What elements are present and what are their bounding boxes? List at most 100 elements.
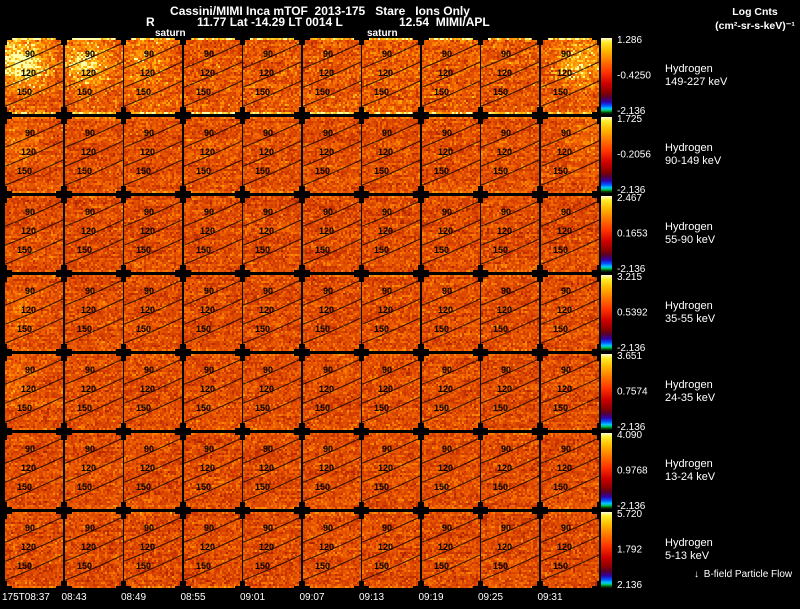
heatmap-panel-r2-c9: 90 120 150 <box>481 117 539 193</box>
heatmap-panel-r3-c6: 90 120 150 <box>302 196 361 272</box>
heatmap-canvas <box>243 275 301 351</box>
heatmap-panel-r3-c7: 90 120 150 <box>362 196 420 272</box>
species-name: Hydrogen <box>665 221 713 233</box>
colorbar <box>601 196 612 272</box>
heatmap-canvas <box>183 38 242 114</box>
heatmap-panel-r2-c5: 90 120 150 <box>243 117 301 193</box>
heatmap-canvas <box>362 117 420 193</box>
heatmap-panel-r5-c3: 90 120 150 <box>124 354 182 430</box>
heatmap-canvas <box>362 512 420 588</box>
heatmap-canvas <box>481 433 539 509</box>
heatmap-panel-r1-c9: 90 120 150 <box>481 38 539 114</box>
colorbar-label-mid: 1.792 <box>617 544 643 556</box>
heatmap-canvas <box>64 196 123 272</box>
heatmap-canvas <box>243 354 301 430</box>
heatmap-canvas <box>421 275 480 351</box>
heatmap-panel-r4-c10: 90 120 150 <box>540 275 599 351</box>
heatmap-panel-r2-c4: 90 120 150 <box>183 117 242 193</box>
colorbar-label-bot: -2.136 <box>617 264 646 275</box>
heatmap-panel-r7-c7: 90 120 150 <box>362 512 420 588</box>
species-label: Hydrogen 13-24 keV <box>665 433 715 509</box>
time-tick-3: 08:55 <box>180 592 206 603</box>
heatmap-panel-r6-c10: 90 120 150 <box>540 433 599 509</box>
heatmap-panel-r4-c8: 90 120 150 <box>421 275 480 351</box>
heatmap-canvas <box>302 354 361 430</box>
heatmap-panel-r3-c1: 90 120 150 <box>5 196 63 272</box>
heatmap-panel-r3-c5: 90 120 150 <box>243 196 301 272</box>
heatmap-panel-r7-c4: 90 120 150 <box>183 512 242 588</box>
heatmap-canvas <box>5 512 63 588</box>
heatmap-canvas <box>5 433 63 509</box>
heatmap-canvas <box>421 196 480 272</box>
species-label: Hydrogen 90-149 keV <box>665 117 721 193</box>
time-tick-9: 09:31 <box>537 592 563 603</box>
panel-strip: 90 120 150 90 120 150 90 120 150 90 120 150 90 120 150… <box>5 354 800 430</box>
heatmap-panel-r4-c9: 90 120 150 <box>481 275 539 351</box>
heatmap-canvas <box>302 117 361 193</box>
species-name: Hydrogen <box>665 458 713 470</box>
heatmap-canvas <box>481 275 539 351</box>
heatmap-canvas <box>124 512 182 588</box>
heatmap-canvas <box>302 38 361 114</box>
colorbar-label-top: 1.286 <box>617 35 643 46</box>
heatmap-canvas <box>540 275 599 351</box>
units-line1: Log Cnts <box>732 6 778 18</box>
heatmap-canvas <box>183 433 242 509</box>
heatmap-panel-r7-c3: 90 120 150 <box>124 512 182 588</box>
heatmap-panel-r1-c1: 90 120 150 <box>5 38 63 114</box>
heatmap-panel-r1-c8: 90 120 150 <box>421 38 480 114</box>
time-tick-7: 09:19 <box>418 592 444 603</box>
colorbar-units: Log Cnts (cm²-sr-s-keV)⁻¹ <box>710 5 800 33</box>
heatmap-canvas <box>362 354 420 430</box>
heatmap-canvas <box>481 354 539 430</box>
heatmap-panel-r3-c3: 90 120 150 <box>124 196 182 272</box>
heatmap-panel-r3-c2: 90 120 150 <box>64 196 123 272</box>
heatmap-canvas <box>481 196 539 272</box>
energy-range: 24-35 keV <box>665 392 716 404</box>
heatmap-canvas <box>362 38 420 114</box>
colorbar <box>601 354 612 430</box>
heatmap-panel-r1-c7: 90 120 150 <box>362 38 420 114</box>
heatmap-panel-r1-c6: 90 120 150 <box>302 38 361 114</box>
heatmap-canvas <box>64 38 123 114</box>
heatmap-panel-r2-c3: 90 120 150 <box>124 117 182 193</box>
heatmap-canvas <box>540 117 599 193</box>
time-tick-8: 09:25 <box>478 592 504 603</box>
heatmap-panel-r5-c5: 90 120 150 <box>243 354 301 430</box>
heatmap-panel-r5-c4: 90 120 150 <box>183 354 242 430</box>
units-line2: (cm²-sr-s-keV)⁻¹ <box>715 20 795 32</box>
heatmap-canvas <box>362 275 420 351</box>
heatmap-panel-r4-c7: 90 120 150 <box>362 275 420 351</box>
energy-row-3: 90 120 150 90 120 150 90 120 150 90 120 150 90 120 150… <box>5 193 800 275</box>
energy-range: 5-13 keV <box>665 550 710 562</box>
heatmap-canvas <box>481 117 539 193</box>
heatmap-canvas <box>64 512 123 588</box>
heatmap-canvas <box>124 117 182 193</box>
heatmap-panel-r1-c4: 90 120 150 <box>183 38 242 114</box>
heatmap-canvas <box>183 196 242 272</box>
time-tick-1: 08:43 <box>61 592 87 603</box>
colorbar-label-top: 4.090 <box>617 430 643 441</box>
colorbar <box>601 512 612 588</box>
species-label: Hydrogen 149-227 keV <box>665 38 727 114</box>
heatmap-panel-r2-c1: 90 120 150 <box>5 117 63 193</box>
heatmap-canvas <box>243 117 301 193</box>
down-arrow-icon: ↓ <box>694 569 699 580</box>
heatmap-panel-r6-c7: 90 120 150 <box>362 433 420 509</box>
heatmap-panel-r3-c4: 90 120 150 <box>183 196 242 272</box>
heatmap-canvas <box>540 196 599 272</box>
heatmap-canvas <box>362 433 420 509</box>
heatmap-panel-r2-c6: 90 120 150 <box>302 117 361 193</box>
species-label: Hydrogen 35-55 keV <box>665 275 715 351</box>
heatmap-panel-r7-c8: 90 120 150 <box>421 512 480 588</box>
energy-range: 55-90 keV <box>665 234 716 246</box>
heatmap-canvas <box>302 196 361 272</box>
heatmap-canvas <box>421 117 480 193</box>
colorbar-label-top: 1.725 <box>617 114 643 125</box>
colorbar-label-mid: -0.2056 <box>617 149 651 161</box>
heatmap-panel-r3-c8: 90 120 150 <box>421 196 480 272</box>
heatmap-panel-r5-c9: 90 120 150 <box>481 354 539 430</box>
colorbar-label-bot: -2.136 <box>617 343 646 354</box>
heatmap-panel-r7-c2: 90 120 150 <box>64 512 123 588</box>
